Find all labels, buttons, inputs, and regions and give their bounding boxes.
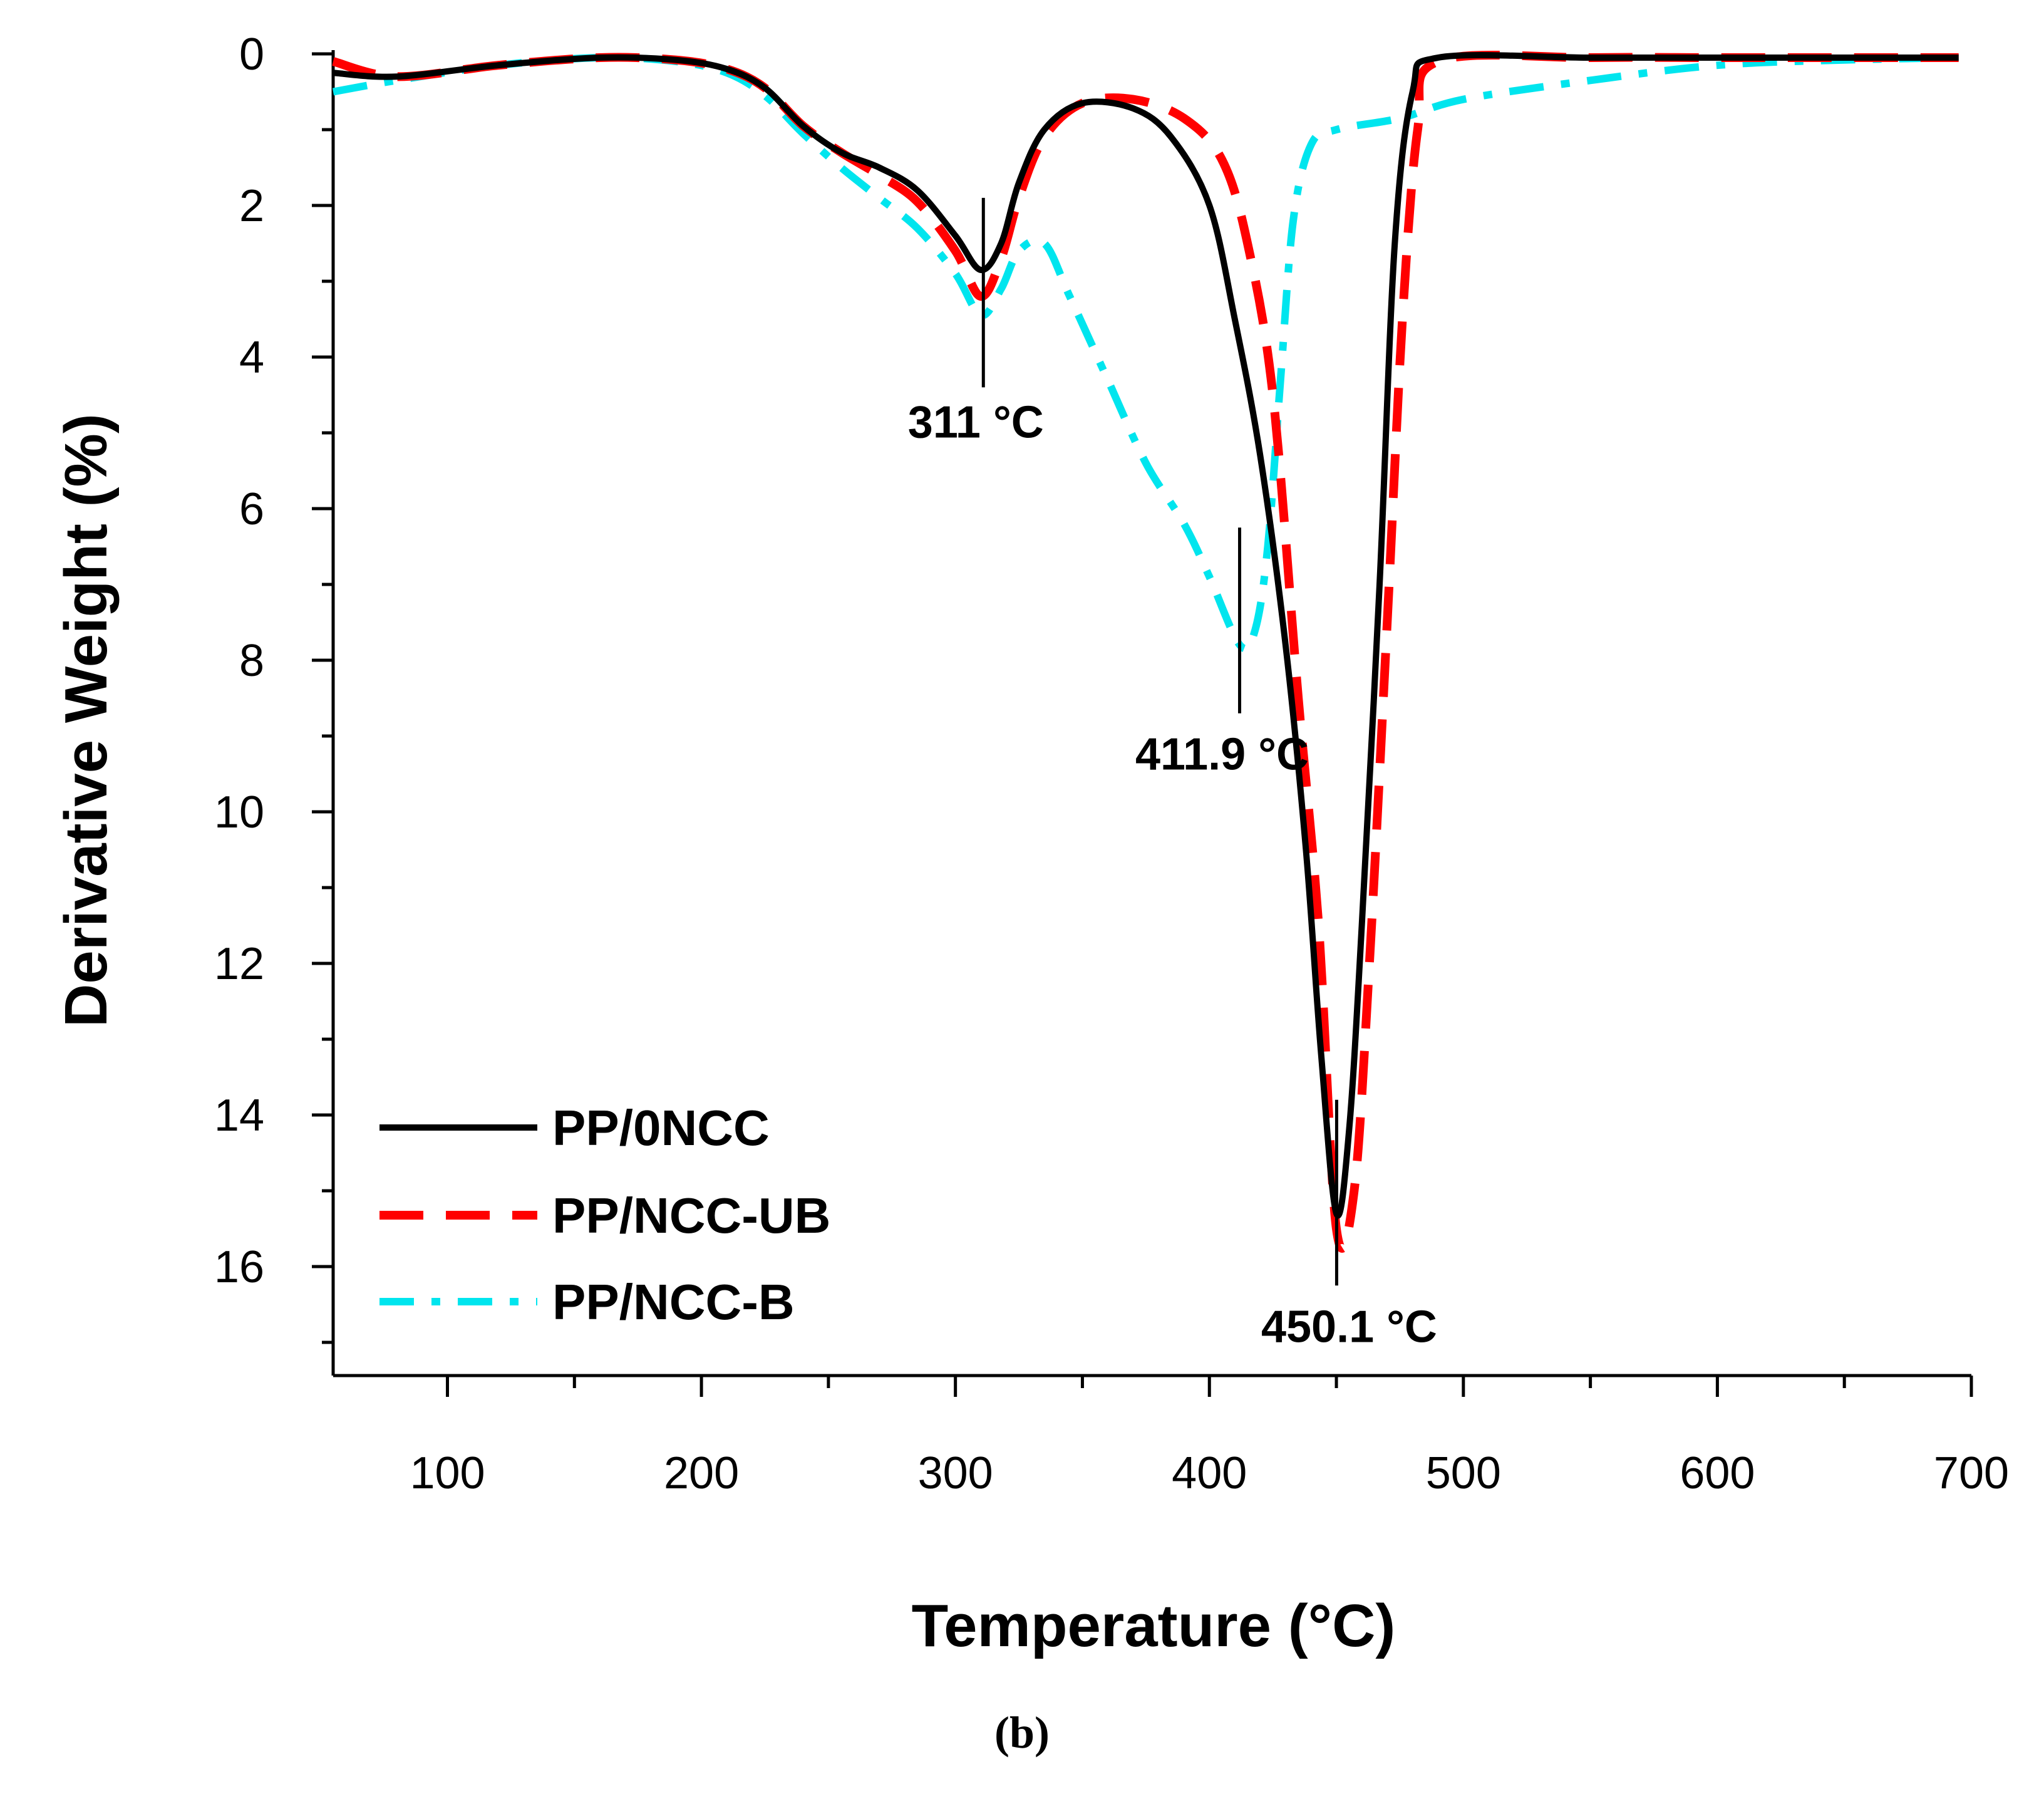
peak-annotation-label: 450.1 °C xyxy=(1261,1302,1437,1352)
series-layer xyxy=(332,51,1959,1253)
legend: PP/0NCC PP/NCC-UB PP/NCC-B xyxy=(379,1100,830,1330)
y-tick-label: 16 xyxy=(214,1242,264,1292)
x-tick-label: 500 xyxy=(1426,1448,1501,1498)
y-tick-label: 10 xyxy=(214,787,264,837)
x-tick-label: 200 xyxy=(664,1448,739,1498)
y-tick-label: 8 xyxy=(239,636,264,686)
panel-label: (b) xyxy=(994,1708,1050,1758)
peak-annotation-label: 311 °C xyxy=(908,397,1044,447)
y-tick-label: 12 xyxy=(214,939,264,989)
y-tick-label: 0 xyxy=(239,29,264,80)
plot-axes: 0 2 4 6 8 10 12 14 16 100 200 300 400 500 600 700 xyxy=(214,29,2009,1498)
y-tick-label: 6 xyxy=(239,484,264,534)
x-tick-label: 300 xyxy=(918,1448,993,1498)
x-tick-label: 100 xyxy=(410,1448,485,1498)
annotation-layer: 311 °C 411.9 °C 450.1 °C xyxy=(908,197,1437,1352)
y-tick-label: 4 xyxy=(239,333,264,383)
y-tick-label: 2 xyxy=(239,181,264,231)
series-line-pp-0ncc xyxy=(333,52,1959,1219)
legend-label: PP/NCC-B xyxy=(552,1274,795,1330)
x-axis-title: Temperature (°C) xyxy=(912,1592,1396,1659)
x-tick-label: 600 xyxy=(1680,1448,1755,1498)
series-line-pp-ncc-ub xyxy=(332,51,1959,1253)
peak-annotation-label: 411.9 °C xyxy=(1135,730,1309,780)
series-line-pp-ncc-b xyxy=(332,53,1959,653)
y-axis-title: Derivative Weight (%) xyxy=(53,413,120,1027)
legend-label: PP/NCC-UB xyxy=(552,1188,830,1243)
x-tick-label: 400 xyxy=(1172,1448,1247,1498)
x-tick-label: 700 xyxy=(1934,1448,2009,1498)
y-tick-label: 14 xyxy=(214,1091,264,1141)
legend-label: PP/0NCC xyxy=(552,1100,770,1156)
